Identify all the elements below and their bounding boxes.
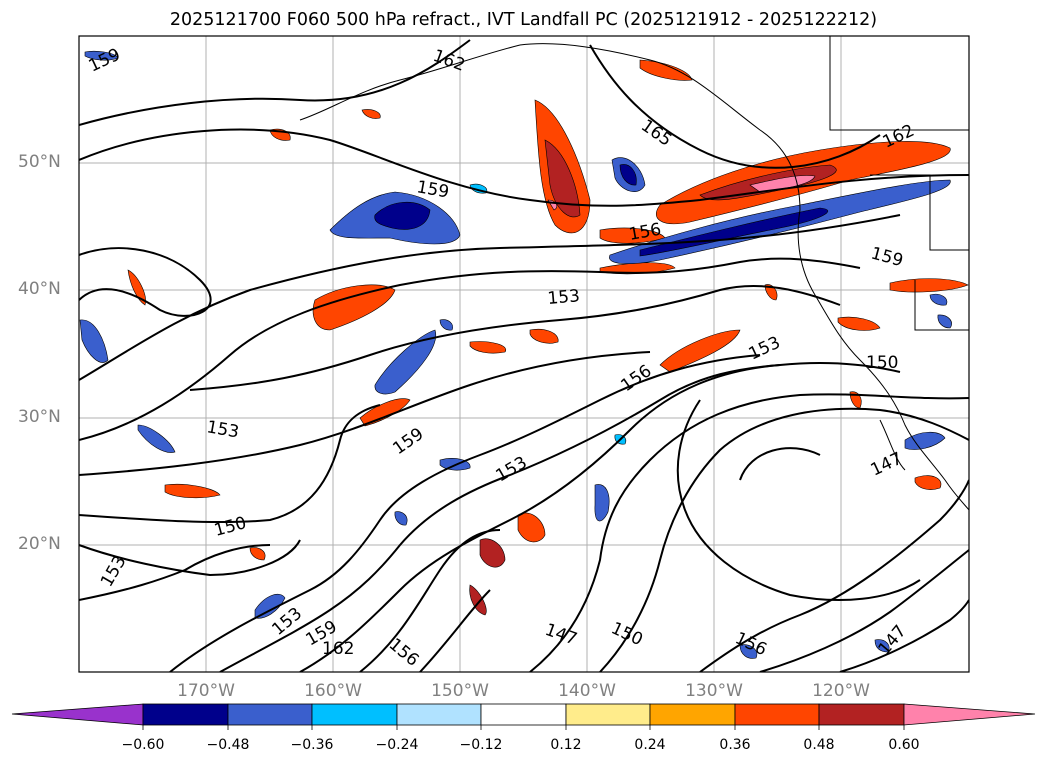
colorbar-swatch: [480, 703, 567, 726]
plot-frame: [78, 35, 970, 673]
lon-label: 170°W: [177, 681, 235, 701]
lon-label: 150°W: [431, 681, 489, 701]
colorbar-swatch: [734, 703, 820, 726]
colorbar-tick-label: 0.48: [803, 737, 835, 753]
lat-label: 20°N: [18, 534, 61, 554]
colorbar-swatch: [396, 703, 482, 726]
colorbar: [11, 703, 1036, 730]
colorbar-tick-label: −0.48: [206, 737, 250, 753]
colorbar-tick-label: 0.24: [634, 737, 666, 753]
colorbar-tick-label: −0.24: [375, 737, 419, 753]
lon-label: 160°W: [304, 681, 362, 701]
lat-label: 30°N: [18, 407, 61, 427]
colorbar-swatch: [818, 703, 905, 726]
lon-label: 140°W: [558, 681, 616, 701]
colorbar-tick-label: −0.36: [290, 737, 334, 753]
colorbar-swatch: [227, 703, 313, 726]
colorbar-extend-min: [11, 703, 144, 726]
plot-area: [79, 36, 969, 672]
colorbar-extend-max: [903, 703, 1036, 726]
contour-label: 162: [322, 639, 354, 659]
colorbar-swatch: [565, 703, 651, 726]
positive-anomaly-fills: [127, 59, 969, 616]
map-title: 2025121700 F060 500 hPa refract., IVT La…: [169, 10, 878, 30]
lon-label: 130°W: [685, 681, 743, 701]
colorbar-tick-label: −0.12: [459, 737, 503, 753]
coastlines: [299, 36, 969, 511]
colorbar-tick-label: 0.12: [550, 737, 582, 753]
lon-label: 120°W: [812, 681, 870, 701]
contour-label: 153: [547, 286, 581, 309]
contour-label: 150: [866, 353, 898, 373]
colorbar-swatch: [311, 703, 398, 726]
colorbar-tick-label: 0.60: [888, 737, 920, 753]
colorbar-tick-label: 0.36: [719, 737, 751, 753]
lat-label: 40°N: [18, 279, 61, 299]
colorbar-tick-label: −0.60: [121, 737, 165, 753]
colorbar-swatch: [142, 703, 229, 726]
colorbar-swatch: [649, 703, 736, 726]
lat-label: 50°N: [18, 152, 61, 172]
height-contours: [79, 39, 969, 672]
